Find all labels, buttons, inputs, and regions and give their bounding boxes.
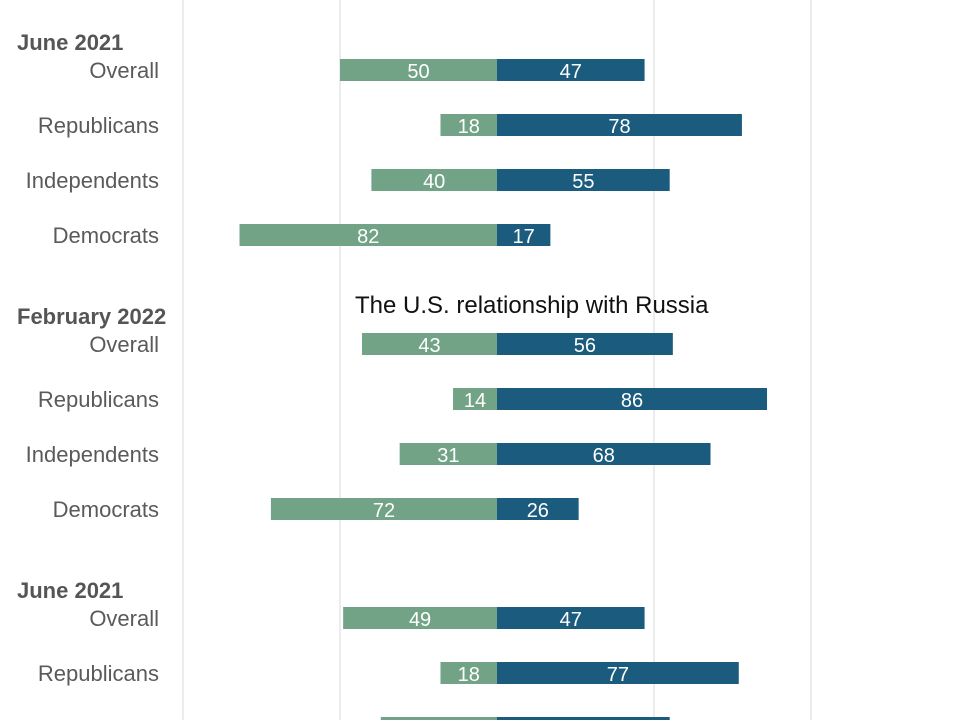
- bar-right: [497, 607, 645, 629]
- group-label: February 2022: [17, 304, 166, 329]
- group-label: June 2021: [17, 30, 123, 55]
- bar-right: [497, 224, 551, 246]
- category-label: Overall: [89, 606, 159, 631]
- bar-right: [497, 59, 645, 81]
- bar-left: [371, 169, 497, 191]
- category-label: Republicans: [38, 113, 159, 138]
- bar-right: [497, 717, 670, 720]
- bar-left-value: 49: [409, 609, 431, 631]
- category-label: Independents: [26, 716, 159, 720]
- bar-left: [399, 443, 497, 465]
- bar-left: [270, 498, 497, 520]
- category-label: Overall: [89, 58, 159, 83]
- bar-right-value: 55: [572, 171, 594, 193]
- bar-right-value: 17: [513, 226, 535, 248]
- bar-right-value: 77: [607, 664, 629, 686]
- bar-left-value: 31: [437, 445, 459, 467]
- bar-left: [440, 662, 497, 684]
- labels: June 2021 Overall 50 47 Republicans 18 78 Indep…: [17, 30, 643, 720]
- bar-left-value: 72: [373, 500, 395, 522]
- category-label: Republicans: [38, 387, 159, 412]
- category-label: Republicans: [38, 661, 159, 686]
- bar-right: [497, 443, 711, 465]
- bar-left-value: 43: [418, 335, 440, 357]
- bar-right-value: 56: [574, 335, 596, 357]
- category-label: Independents: [26, 442, 159, 467]
- bar-left-value: 18: [458, 664, 480, 686]
- bar-left: [343, 607, 497, 629]
- bar-right: [497, 114, 742, 136]
- category-label: Democrats: [53, 223, 159, 248]
- bar-left-value: 14: [464, 390, 486, 412]
- bar-right: [497, 388, 768, 410]
- bar-right: [497, 662, 739, 684]
- bar-right-value: 26: [527, 500, 549, 522]
- bar-left-value: 18: [458, 116, 480, 138]
- section-title: The U.S. relationship with Russia: [355, 292, 709, 319]
- group-label: June 2021: [17, 578, 123, 603]
- bar-right: [497, 333, 673, 355]
- bar-left-value: 82: [357, 226, 379, 248]
- category-label: Overall: [89, 332, 159, 357]
- bar-right-value: 86: [621, 390, 643, 412]
- bar-right: [497, 169, 670, 191]
- bar-right-value: 68: [593, 445, 615, 467]
- bar-left-value: 50: [407, 61, 429, 83]
- bar-left: [453, 388, 497, 410]
- bar-left: [380, 717, 497, 720]
- bar-right: [497, 498, 579, 520]
- category-label: Independents: [26, 168, 159, 193]
- bars: [239, 59, 768, 720]
- bar-left: [361, 333, 497, 355]
- bar-left: [440, 114, 497, 136]
- bar-right-value: 78: [608, 116, 630, 138]
- bar-right-value: 47: [560, 61, 582, 83]
- bar-left: [239, 224, 497, 246]
- bar-left: [340, 59, 497, 81]
- bar-left-value: 40: [423, 171, 445, 193]
- category-label: Democrats: [53, 497, 159, 522]
- bar-right-value: 47: [560, 609, 582, 631]
